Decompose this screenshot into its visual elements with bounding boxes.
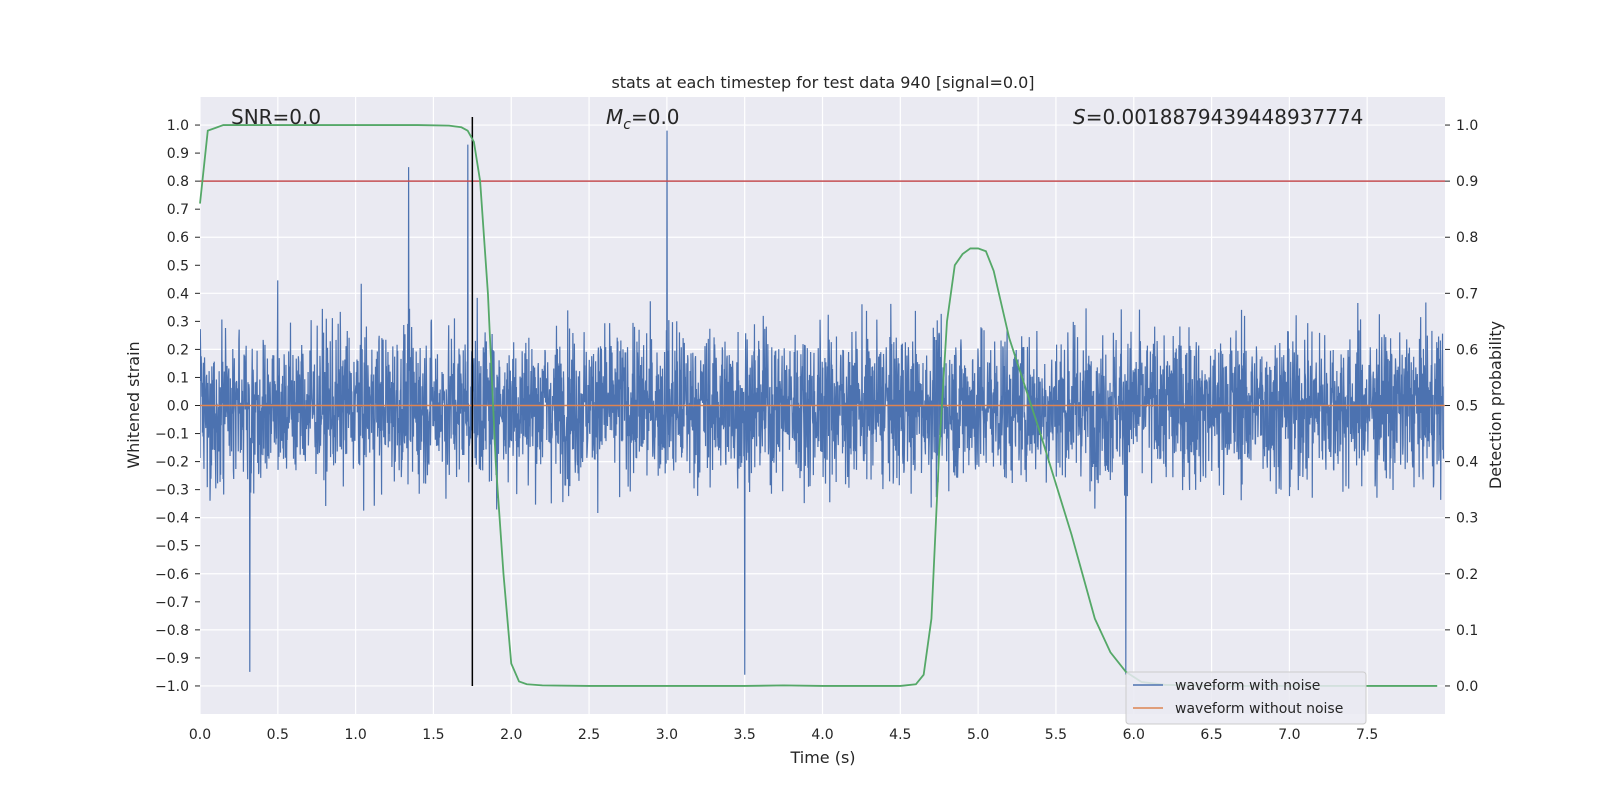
y2-tick-label: 0.8 <box>1456 230 1478 246</box>
y-tick-label: −0.1 <box>155 427 189 443</box>
mc-value: =0.0 <box>631 105 680 129</box>
chart-title: stats at each timestep for test data 940… <box>611 73 1034 92</box>
x-tick-label: 7.0 <box>1278 727 1300 743</box>
x-tick-label: 4.5 <box>889 727 911 743</box>
y2-tick-label: 0.4 <box>1456 455 1478 471</box>
y-tick-label: 0.6 <box>167 230 189 246</box>
x-tick-label: 0.5 <box>267 727 289 743</box>
x-tick-label: 3.5 <box>734 727 756 743</box>
detection-probability-series <box>199 124 1438 687</box>
x-tick-label: 7.5 <box>1356 727 1378 743</box>
mc-subscript: c <box>623 117 631 133</box>
x-axis: 0.0 0.5 1.0 1.5 2.0 2.5 3.0 3.5 4.0 4.5 5.0 5.5 6.0 6… <box>189 727 1378 743</box>
x-tick-label: 3.0 <box>656 727 678 743</box>
x-tick-label: 6.0 <box>1123 727 1145 743</box>
x-tick-label: 2.0 <box>500 727 522 743</box>
y-tick-label: 0.7 <box>167 202 189 218</box>
y-tick-label: −0.4 <box>155 511 189 527</box>
mc-symbol: M <box>606 105 623 129</box>
y-axis-label: Whitened strain <box>124 341 143 468</box>
detection-probability-line <box>199 124 1438 687</box>
y-tick-label: 0.4 <box>167 286 189 302</box>
y2-tick-label: 0.7 <box>1456 286 1478 302</box>
x-tick-label: 5.0 <box>967 727 989 743</box>
y-tick-label: 0.3 <box>167 314 189 330</box>
x-tick-label: 1.0 <box>344 727 366 743</box>
y-tick-label: 0.2 <box>167 342 189 358</box>
y2-tick-label: 0.3 <box>1456 511 1478 527</box>
y2-tick-label: 1.0 <box>1456 118 1478 134</box>
snr-annotation: SNR=0.0 <box>231 105 321 129</box>
y-tick-label: 0.9 <box>167 146 189 162</box>
y2-axis-label: Detection probability <box>1486 321 1505 489</box>
y-tick-label: −0.3 <box>155 483 189 499</box>
x-axis-label: Time (s) <box>789 748 855 767</box>
y2-tick-label: 0.6 <box>1456 342 1478 358</box>
y-tick-label: 0.5 <box>167 258 189 274</box>
x-tick-label: 4.0 <box>811 727 833 743</box>
y-tick-label: −0.9 <box>155 651 189 667</box>
y-axis-right: 1.0 0.9 0.8 0.7 0.6 0.5 0.4 0.3 0.2 0.1 0.0 <box>1445 118 1478 695</box>
x-tick-label: 0.0 <box>189 727 211 743</box>
legend-box <box>1125 671 1367 725</box>
y2-tick-label: 0.1 <box>1456 623 1478 639</box>
y-tick-label: 0.8 <box>167 174 189 190</box>
y-axis-left: 1.0 0.9 0.8 0.7 0.6 0.5 0.4 0.3 0.2 0.1 0.0 −0.1 −0.… <box>155 118 200 695</box>
y-tick-label: −0.8 <box>155 623 189 639</box>
chirp-mass-annotation: Mc=0.0 <box>606 105 680 133</box>
s-symbol: S <box>1073 105 1086 129</box>
x-tick-label: 1.5 <box>422 727 444 743</box>
y-tick-label: 0.0 <box>167 399 189 415</box>
y2-tick-label: 0.0 <box>1456 679 1478 695</box>
reference-lines <box>200 117 1445 686</box>
legend-label-noisy: waveform with noise <box>1175 678 1320 694</box>
y-tick-label: −0.6 <box>155 567 189 583</box>
y-tick-label: −0.2 <box>155 455 189 471</box>
y-tick-label: −0.7 <box>155 595 189 611</box>
s-value: =0.0018879439448937774 <box>1086 105 1364 129</box>
y-tick-label: 0.1 <box>167 370 189 386</box>
y-tick-label: −1.0 <box>155 679 189 695</box>
y2-tick-label: 0.2 <box>1456 567 1478 583</box>
legend-label-clean: waveform without noise <box>1175 701 1343 717</box>
y-tick-label: 1.0 <box>167 118 189 134</box>
noisy-waveform-series <box>200 130 1445 675</box>
y-tick-label: −0.5 <box>155 539 189 555</box>
x-tick-label: 6.5 <box>1200 727 1222 743</box>
noisy-waveform-line <box>200 130 1445 675</box>
y2-tick-label: 0.9 <box>1456 174 1478 190</box>
y2-tick-label: 0.5 <box>1456 399 1478 415</box>
x-tick-label: 5.5 <box>1045 727 1067 743</box>
legend: waveform with noise waveform without noi… <box>1125 671 1367 725</box>
x-tick-label: 2.5 <box>578 727 600 743</box>
s-annotation: S=0.0018879439448937774 <box>1073 105 1363 129</box>
